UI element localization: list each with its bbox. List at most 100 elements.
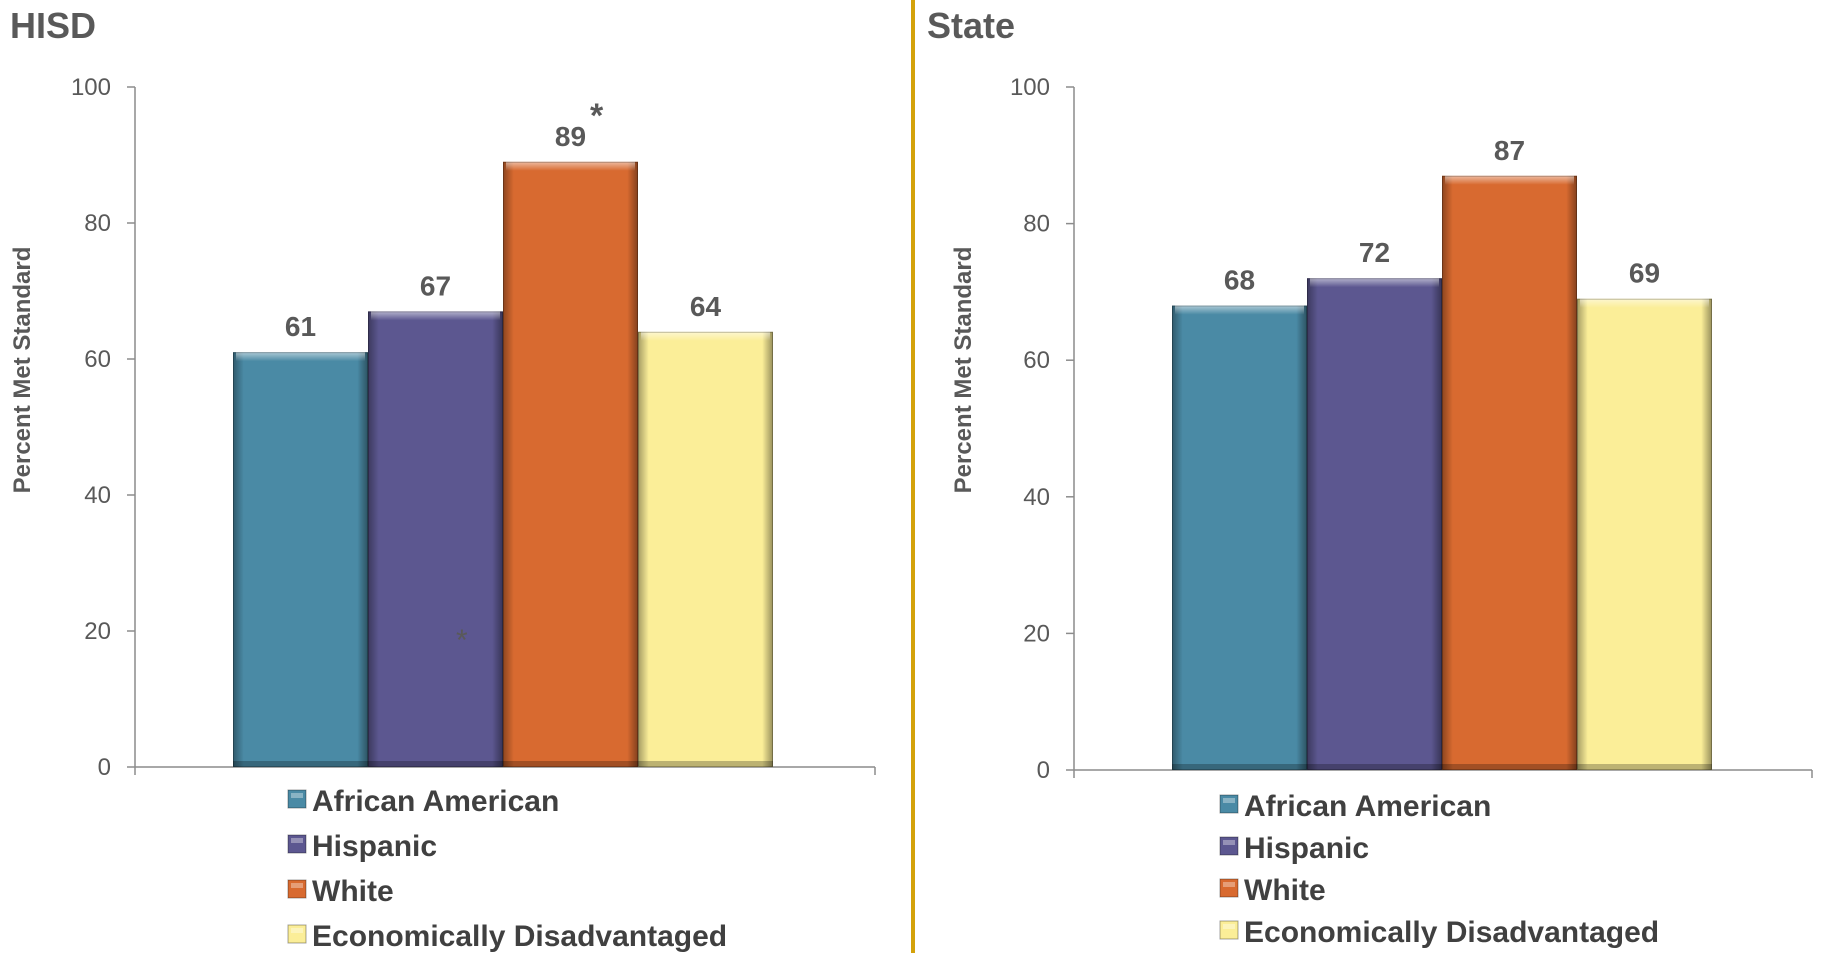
bar-edge	[638, 331, 773, 767]
data-labels: 68 72 87 69	[1224, 135, 1660, 296]
legend-swatch-shine	[1223, 798, 1235, 803]
legend-swatch	[287, 924, 307, 944]
legend-item: Hispanic	[287, 830, 437, 863]
legend-swatch	[287, 789, 307, 809]
y-tick-label: 100	[1010, 74, 1050, 101]
bar-shade	[1307, 278, 1442, 770]
bar-shade	[233, 352, 368, 767]
bars	[1172, 175, 1712, 771]
data-label: 72	[1359, 237, 1390, 268]
bar-shade	[503, 161, 638, 768]
bar	[638, 331, 773, 767]
bar-shade	[1172, 305, 1307, 770]
data-label: 69	[1629, 258, 1660, 289]
bar-shade	[638, 331, 773, 767]
data-label: 87	[1494, 135, 1525, 166]
annotation-asterisk: *	[456, 624, 468, 657]
legend-swatch-shine	[291, 838, 303, 843]
bar	[1307, 278, 1442, 770]
legend-item: White	[1219, 874, 1326, 907]
y-tick-label: 40	[84, 482, 111, 509]
bar-bottom-bevel	[1172, 764, 1307, 770]
legend: African American Hispanic White Economicall…	[1219, 790, 1659, 949]
legend-label: African American	[312, 785, 559, 818]
bar-bottom-bevel	[1577, 764, 1712, 770]
bar	[1577, 298, 1712, 770]
bar-bottom-bevel	[503, 761, 638, 767]
legend-label: African American	[1244, 790, 1491, 823]
legend-item: Hispanic	[1219, 832, 1369, 865]
bar	[1172, 305, 1307, 770]
y-tick-label: 80	[1023, 211, 1050, 238]
bar-edge	[1442, 175, 1577, 771]
legend: African American Hispanic White Economicall…	[287, 785, 727, 953]
chart-title: HISD	[10, 5, 96, 46]
y-tick-label: 0	[1037, 757, 1050, 784]
bar-bottom-bevel	[233, 761, 368, 767]
chart-title: State	[927, 5, 1015, 46]
bar-top-bevel	[236, 352, 365, 362]
bar-edge	[1172, 305, 1307, 770]
y-axis-label: Percent Met Standard	[9, 247, 36, 494]
legend-item: White	[287, 875, 394, 908]
data-labels: 61 67 89 64	[285, 121, 722, 342]
bar-top-bevel	[1580, 298, 1709, 308]
bar	[233, 352, 368, 767]
bar-edge	[1577, 298, 1712, 770]
legend-swatch-shine	[1223, 882, 1235, 887]
bar-top-bevel	[641, 331, 770, 341]
legend-label: White	[312, 875, 394, 908]
chart-panel-state: State Percent Met Standard 020406080100 …	[927, 5, 1813, 949]
legend-swatch	[287, 834, 307, 854]
bar-top-bevel	[371, 311, 500, 321]
bar-bottom-bevel	[1307, 764, 1442, 770]
data-label: 64	[690, 291, 722, 322]
bar	[503, 161, 638, 768]
legend-swatch-shine	[1223, 840, 1235, 845]
data-label: 89	[555, 121, 586, 152]
legend-swatch	[1219, 794, 1239, 814]
legend-label: Hispanic	[312, 830, 437, 863]
y-tick-label: 80	[84, 210, 111, 237]
legend-label: White	[1244, 874, 1326, 907]
legend-label: Economically Disadvantaged	[312, 920, 727, 953]
bar-edge	[368, 311, 503, 767]
legend-item: Economically Disadvantaged	[1219, 916, 1659, 949]
y-tick-label: 60	[84, 346, 111, 373]
legend-swatch-shine	[291, 928, 303, 933]
bar-shade	[1442, 175, 1577, 771]
y-tick-label: 20	[1023, 620, 1050, 647]
y-tick-label: 20	[84, 618, 111, 645]
data-label: 68	[1224, 265, 1255, 296]
bar-top-bevel	[1445, 175, 1574, 185]
legend-swatch	[1219, 878, 1239, 898]
y-tick-label: 60	[1023, 347, 1050, 374]
legend-label: Hispanic	[1244, 832, 1369, 865]
legend-item: Economically Disadvantaged	[287, 920, 727, 953]
bar-top-bevel	[1310, 278, 1439, 288]
bar-bottom-bevel	[638, 761, 773, 767]
bar-bottom-bevel	[368, 761, 503, 767]
legend-swatch-shine	[291, 883, 303, 888]
bar-bottom-bevel	[1442, 764, 1577, 770]
bar-shade	[368, 311, 503, 767]
bar-edge	[503, 161, 638, 768]
y-axis-label: Percent Met Standard	[950, 247, 977, 494]
bars	[233, 161, 773, 768]
legend-swatch	[1219, 920, 1239, 940]
data-label: 67	[420, 270, 451, 301]
legend-item: African American	[287, 785, 559, 818]
y-tick-label: 0	[98, 754, 111, 781]
bar-shade	[1577, 298, 1712, 770]
legend-swatch	[1219, 836, 1239, 856]
annotation-asterisk: *	[590, 97, 604, 135]
y-tick-label: 40	[1023, 484, 1050, 511]
bar-edge	[1307, 278, 1442, 770]
bar-top-bevel	[1175, 305, 1304, 315]
legend-label: Economically Disadvantaged	[1244, 916, 1659, 949]
legend-swatch	[287, 879, 307, 899]
bar-edge	[233, 352, 368, 767]
legend-item: African American	[1219, 790, 1491, 823]
